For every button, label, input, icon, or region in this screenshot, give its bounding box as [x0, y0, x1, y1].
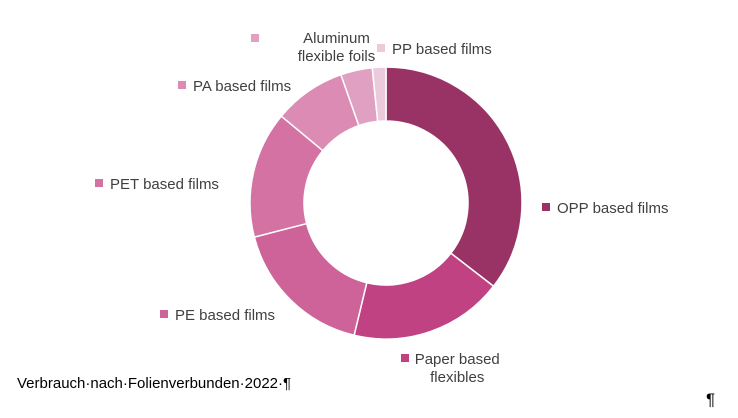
slice-label-6: Aluminum flexible foils [298, 30, 376, 65]
legend-marker-1 [542, 203, 550, 211]
pilcrow-mark: ¶ [706, 390, 716, 409]
slice-label-3: PE based films [175, 307, 275, 324]
legend-marker-5 [178, 81, 186, 89]
legend-marker-7 [377, 44, 385, 52]
legend-marker-3 [160, 310, 168, 318]
slice-label-4: PET based films [110, 176, 219, 193]
slice-label-2: Paper based flexibles [415, 351, 500, 386]
legend-marker-2 [401, 354, 409, 362]
slice-label-1: OPP based films [557, 200, 668, 217]
slice-opp-based-films [385, 66, 523, 288]
legend-marker-4 [95, 179, 103, 187]
legend-marker-6 [251, 34, 259, 42]
slice-pp-based-films [371, 66, 387, 123]
slice-label-7: PP based films [392, 41, 492, 58]
slice-label-5: PA based films [193, 78, 291, 95]
chart-caption: Verbrauch·nach·Folienverbunden·2022·¶ [17, 375, 292, 392]
